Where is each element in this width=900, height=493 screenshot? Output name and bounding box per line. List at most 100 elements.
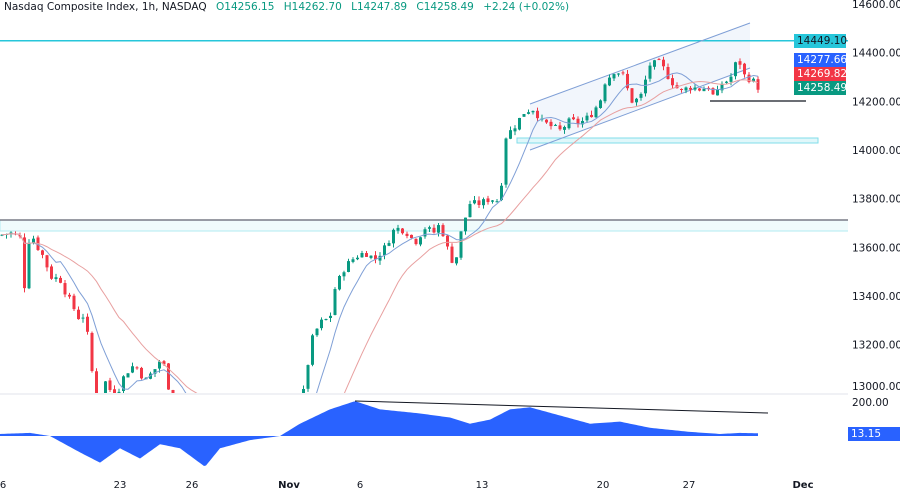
candle[interactable] — [248, 486, 251, 488]
candle[interactable] — [666, 66, 670, 79]
candle[interactable] — [135, 367, 139, 369]
candle[interactable] — [716, 89, 719, 96]
channel-upper-line[interactable] — [529, 22, 751, 105]
candle[interactable] — [104, 381, 107, 402]
candle[interactable] — [464, 217, 467, 232]
candle[interactable] — [504, 138, 508, 185]
candle[interactable] — [235, 478, 238, 486]
candle[interactable] — [266, 466, 269, 473]
candle[interactable] — [208, 469, 211, 470]
candle[interactable] — [486, 198, 490, 203]
candle[interactable] — [0, 234, 4, 236]
candle[interactable] — [162, 361, 166, 365]
candle[interactable] — [680, 88, 683, 90]
candle[interactable] — [167, 363, 170, 390]
candle[interactable] — [360, 253, 364, 258]
channel-lower-line[interactable] — [529, 67, 751, 151]
candle[interactable] — [662, 59, 665, 67]
candle[interactable] — [590, 114, 593, 118]
candle[interactable] — [617, 73, 620, 75]
candle[interactable] — [536, 110, 539, 119]
candle[interactable] — [100, 398, 103, 402]
candle[interactable] — [450, 246, 454, 263]
moving-average-line[interactable] — [1, 72, 759, 484]
candle[interactable] — [522, 114, 526, 117]
candle[interactable] — [594, 107, 598, 118]
candle[interactable] — [185, 422, 188, 432]
candle[interactable] — [729, 76, 733, 82]
candle[interactable] — [383, 245, 386, 256]
candle[interactable] — [63, 283, 67, 295]
symbol-title[interactable]: Nasdaq Composite Index, 1h, NASDAQ — [4, 1, 207, 13]
candle[interactable] — [635, 98, 638, 103]
candle[interactable] — [653, 60, 656, 67]
candle[interactable] — [576, 118, 580, 124]
indicator-area[interactable] — [0, 401, 758, 467]
candle[interactable] — [50, 266, 53, 279]
candle[interactable] — [284, 436, 287, 443]
candle[interactable] — [221, 476, 224, 479]
candle[interactable] — [549, 121, 553, 127]
candle[interactable] — [671, 78, 674, 86]
candle[interactable] — [244, 486, 247, 488]
candle[interactable] — [392, 229, 395, 244]
candle[interactable] — [131, 366, 134, 373]
moving-average-line[interactable] — [1, 79, 759, 470]
candle[interactable] — [257, 479, 260, 486]
candle[interactable] — [698, 88, 701, 91]
candle[interactable] — [518, 117, 521, 130]
candle[interactable] — [725, 81, 728, 83]
candle[interactable] — [648, 65, 652, 79]
candle[interactable] — [176, 403, 179, 412]
candle[interactable] — [401, 228, 404, 234]
candle[interactable] — [410, 234, 413, 238]
candle[interactable] — [482, 199, 485, 206]
indicator-trendline[interactable] — [354, 400, 769, 414]
candle[interactable] — [253, 485, 256, 488]
candle[interactable] — [95, 371, 98, 399]
candle[interactable] — [639, 93, 643, 98]
candle[interactable] — [396, 227, 400, 231]
candle[interactable] — [226, 476, 229, 482]
candle[interactable] — [720, 83, 724, 91]
candle[interactable] — [419, 237, 422, 245]
candle[interactable] — [59, 277, 62, 283]
candle[interactable] — [455, 257, 458, 264]
candle[interactable] — [446, 235, 449, 247]
candle[interactable] — [441, 225, 445, 237]
candle[interactable] — [509, 130, 512, 139]
candle[interactable] — [239, 485, 242, 487]
candle[interactable] — [342, 272, 346, 277]
candle[interactable] — [333, 289, 337, 315]
candle[interactable] — [153, 369, 157, 374]
candle[interactable] — [275, 452, 278, 462]
candle[interactable] — [27, 243, 31, 289]
candle[interactable] — [738, 61, 742, 65]
candle[interactable] — [140, 367, 143, 379]
candle[interactable] — [644, 79, 647, 94]
candle[interactable] — [126, 373, 130, 378]
candle[interactable] — [271, 461, 274, 465]
candle[interactable] — [432, 227, 436, 233]
candle[interactable] — [743, 63, 746, 75]
candle[interactable] — [702, 88, 706, 92]
candle[interactable] — [122, 376, 125, 392]
candle[interactable] — [217, 473, 220, 478]
candle[interactable] — [572, 117, 575, 120]
candle[interactable] — [230, 478, 233, 481]
candle[interactable] — [626, 73, 629, 89]
candle[interactable] — [387, 243, 391, 246]
candle[interactable] — [468, 204, 472, 218]
candle[interactable] — [491, 200, 494, 202]
candle[interactable] — [734, 62, 737, 77]
candle[interactable] — [365, 253, 368, 257]
candle[interactable] — [347, 261, 350, 272]
candle[interactable] — [68, 294, 71, 297]
candle[interactable] — [500, 185, 503, 201]
candle[interactable] — [473, 200, 476, 204]
candle[interactable] — [41, 250, 44, 255]
candle[interactable] — [545, 119, 548, 123]
candle[interactable] — [693, 87, 697, 90]
candle[interactable] — [18, 235, 22, 237]
